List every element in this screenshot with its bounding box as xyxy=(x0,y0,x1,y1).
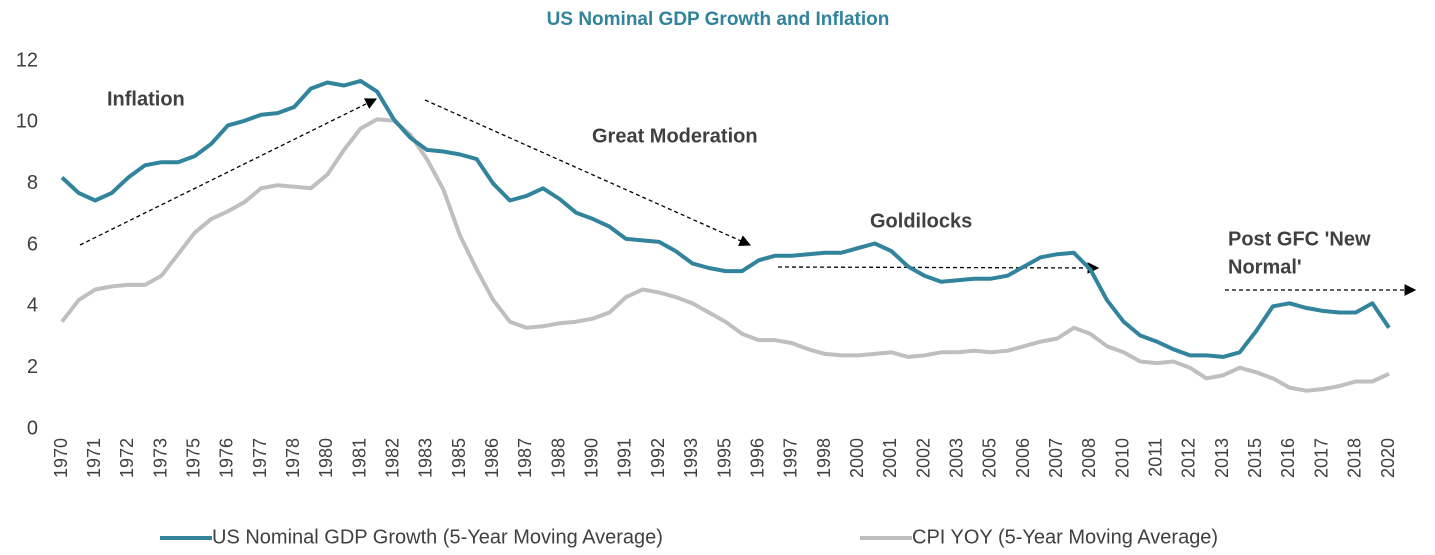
x-tick-label: 1972 xyxy=(117,438,137,478)
series-line xyxy=(60,117,1390,393)
x-tick-label: 1998 xyxy=(814,438,834,478)
legend-label: CPI YOY (5-Year Moving Average) xyxy=(912,526,1218,548)
x-tick-label: 2001 xyxy=(880,438,900,478)
annotation: Great Moderation xyxy=(592,125,758,147)
annotation-arrow xyxy=(79,98,378,246)
x-tick-label: 2017 xyxy=(1311,438,1331,478)
chart-title: US Nominal GDP Growth and Inflation xyxy=(547,9,890,30)
x-tick-label: 1988 xyxy=(548,438,568,478)
x-tick-label: 1981 xyxy=(349,438,369,478)
x-tick-label: 1986 xyxy=(482,438,502,478)
y-tick-label: 6 xyxy=(27,233,38,255)
x-tick-label: 2018 xyxy=(1345,438,1365,478)
y-tick-label: 10 xyxy=(16,111,38,133)
x-tick-label: 1971 xyxy=(84,438,104,478)
y-tick-label: 12 xyxy=(16,49,38,71)
x-tick-label: 2010 xyxy=(1112,438,1132,478)
x-tick-label: 1978 xyxy=(283,438,303,478)
y-tick-label: 4 xyxy=(27,295,38,317)
x-tick-label: 1995 xyxy=(714,438,734,478)
x-tick-label: 1976 xyxy=(217,438,237,478)
x-tick-label: 2008 xyxy=(1079,438,1099,478)
x-tick-label: 1975 xyxy=(183,438,203,478)
x-tick-label: 1973 xyxy=(150,438,170,478)
x-tick-label: 1983 xyxy=(416,438,436,478)
annotation: Goldilocks xyxy=(870,210,972,232)
annotation: Normal' xyxy=(1228,256,1302,278)
x-tick-label: 1977 xyxy=(250,438,270,478)
x-tick-label: 2007 xyxy=(1046,438,1066,478)
annotation-arrow xyxy=(424,99,752,247)
x-tick-label: 2015 xyxy=(1245,438,1265,478)
x-tick-label: 1970 xyxy=(51,438,71,478)
x-tick-label: 2020 xyxy=(1378,438,1398,478)
x-tick-label: 1991 xyxy=(615,438,635,478)
x-tick-label: 1996 xyxy=(747,438,767,478)
y-tick-label: 8 xyxy=(27,172,38,194)
x-tick-label: 2000 xyxy=(847,438,867,478)
y-tick-label: 0 xyxy=(27,417,38,439)
annotation: Post GFC 'New xyxy=(1228,228,1371,250)
x-tick-label: 2005 xyxy=(980,438,1000,478)
x-tick-label: 1982 xyxy=(383,438,403,478)
x-tick-label: 2016 xyxy=(1278,438,1298,478)
x-tick-label: 1980 xyxy=(316,438,336,478)
annotations: Inflation Great Moderation Goldilocks Po… xyxy=(79,88,1417,296)
x-tick-label: 1990 xyxy=(582,438,602,478)
x-tick-label: 2013 xyxy=(1212,438,1232,478)
x-tick-label: 1992 xyxy=(648,438,668,478)
y-tick-label: 2 xyxy=(27,356,38,378)
x-tick-label: 2012 xyxy=(1179,438,1199,478)
x-tick-label: 2011 xyxy=(1146,438,1166,477)
annotation-arrow xyxy=(777,262,1100,274)
annotation: Inflation xyxy=(107,88,185,110)
series-line xyxy=(60,78,1391,359)
legend-label: US Nominal GDP Growth (5-Year Moving Ave… xyxy=(212,526,663,548)
x-tick-label: 1987 xyxy=(515,438,535,478)
x-tick-label: 1997 xyxy=(781,438,801,478)
x-tick-label: 1985 xyxy=(449,438,469,478)
x-tick-label: 1993 xyxy=(681,438,701,478)
x-tick-label: 2003 xyxy=(946,438,966,478)
x-tick-label: 2002 xyxy=(913,438,933,478)
x-tick-label: 2006 xyxy=(1013,438,1033,478)
